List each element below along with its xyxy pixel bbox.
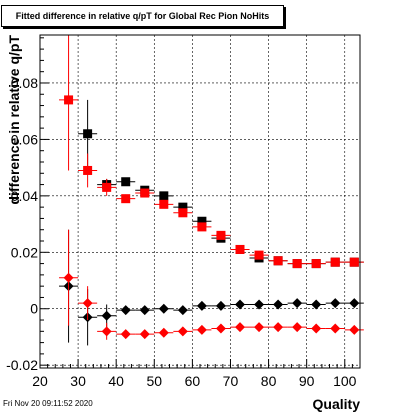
x-axis-label: Quality — [313, 396, 361, 412]
x-tick-label: 50 — [146, 373, 162, 389]
square-marker — [121, 194, 131, 204]
diamond-marker — [215, 323, 226, 334]
timestamp: Fri Nov 20 09:11:52 2020 — [3, 399, 93, 408]
square-marker — [311, 259, 321, 269]
square-marker — [216, 230, 226, 240]
square-marker — [83, 129, 93, 139]
y-tick-label: 0.06 — [11, 131, 38, 147]
diamond-marker — [311, 299, 322, 310]
square-marker — [349, 257, 359, 267]
x-tick-label: 60 — [185, 373, 201, 389]
square-marker — [140, 188, 150, 198]
diamond-marker — [311, 323, 322, 334]
square-marker — [83, 165, 93, 175]
diamond-marker — [273, 299, 284, 310]
x-tick-label: 30 — [70, 373, 86, 389]
square-marker — [159, 199, 169, 209]
square-marker — [235, 244, 245, 254]
diamond-marker — [101, 310, 112, 321]
y-tick-label: 0.04 — [11, 188, 38, 204]
square-marker — [273, 256, 283, 266]
y-tick-label: -0.02 — [6, 357, 38, 373]
diamond-marker — [349, 324, 360, 335]
square-marker — [178, 202, 188, 212]
diamond-marker — [330, 298, 341, 309]
square-marker — [121, 177, 131, 187]
square-marker — [197, 222, 207, 232]
y-tick-label: 0 — [30, 301, 38, 317]
diamond-marker — [177, 305, 188, 316]
diamond-marker — [158, 327, 169, 338]
square-marker — [159, 191, 169, 201]
square-marker — [178, 208, 188, 218]
square-marker — [197, 216, 207, 226]
diamond-marker — [139, 305, 150, 316]
y-axis-label: difference in relative q/pT — [6, 35, 22, 205]
diamond-marker — [215, 300, 226, 311]
diamond-marker — [254, 322, 265, 333]
diamond-marker — [254, 299, 265, 310]
square-marker — [292, 259, 302, 269]
diamond-marker — [330, 323, 341, 334]
x-tick-label: 100 — [333, 373, 357, 389]
data-markers — [59, 35, 364, 346]
chart-title: Fitted difference in relative q/pT for G… — [1, 5, 284, 27]
diamond-marker — [273, 322, 284, 333]
x-tick-label: 40 — [108, 373, 124, 389]
diamond-marker — [292, 322, 303, 333]
axes: 20 30 40 50 60 70 80 90 100 -0.02 0 0.02 0.04 0.06 0.0… — [6, 37, 361, 389]
diamond-marker — [292, 298, 303, 309]
diamond-marker — [120, 305, 131, 316]
diamond-marker — [235, 322, 245, 333]
diamond-marker — [120, 329, 131, 340]
x-tick-label: 90 — [299, 373, 315, 389]
diamond-marker — [82, 298, 93, 309]
diamond-marker — [196, 324, 207, 335]
x-tick-label: 70 — [223, 373, 239, 389]
diamond-marker — [63, 272, 74, 283]
square-marker — [102, 182, 112, 192]
diamond-marker — [349, 298, 360, 309]
diamond-marker — [101, 326, 112, 337]
diamond-marker — [158, 303, 169, 314]
square-marker — [330, 257, 340, 267]
x-tick-label: 20 — [32, 373, 48, 389]
diamond-marker — [177, 326, 188, 337]
diamond-marker — [139, 329, 150, 340]
diamond-marker — [196, 300, 207, 311]
diamond-marker — [235, 299, 245, 310]
x-tick-label: 80 — [261, 373, 277, 389]
square-marker — [64, 95, 74, 105]
square-marker — [254, 250, 264, 260]
y-tick-label: 0.08 — [11, 75, 38, 91]
y-tick-label: 0.02 — [11, 244, 38, 260]
